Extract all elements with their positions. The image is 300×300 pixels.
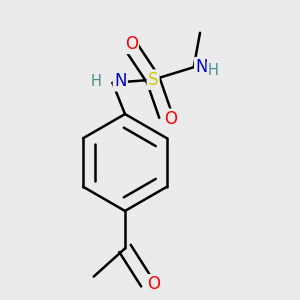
Text: O: O (147, 275, 160, 293)
Text: S: S (148, 71, 158, 89)
Text: O: O (125, 35, 138, 53)
Text: H: H (91, 74, 102, 89)
Text: H: H (208, 63, 219, 78)
Text: N: N (195, 58, 208, 76)
Text: O: O (164, 110, 177, 128)
Text: N: N (114, 72, 127, 90)
